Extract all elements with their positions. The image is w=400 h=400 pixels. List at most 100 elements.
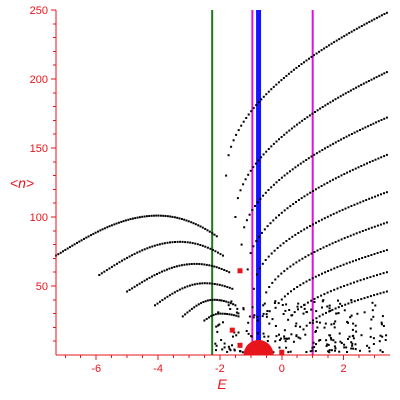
data-point xyxy=(299,284,302,287)
data-point xyxy=(292,263,295,266)
data-point xyxy=(255,240,258,243)
data-point xyxy=(365,22,368,25)
data-point xyxy=(380,119,383,121)
data-point xyxy=(228,286,231,289)
data-point xyxy=(362,200,365,203)
data-point xyxy=(300,305,303,308)
data-point xyxy=(359,129,361,131)
data-point xyxy=(190,307,193,310)
data-point xyxy=(295,66,298,69)
data-point xyxy=(118,261,121,264)
data-point xyxy=(327,350,330,353)
data-point xyxy=(280,79,283,82)
data-point xyxy=(373,253,376,255)
data-point xyxy=(340,238,343,241)
data-point xyxy=(277,275,280,278)
data-point xyxy=(374,304,377,307)
data-point xyxy=(326,215,329,218)
data-point xyxy=(116,262,118,265)
data-point xyxy=(315,343,317,346)
data-point xyxy=(222,321,224,324)
data-point xyxy=(278,346,281,349)
data-point xyxy=(372,343,375,345)
x-tick-label: -6 xyxy=(91,363,101,375)
data-point xyxy=(203,319,206,322)
y-tick-label: 50 xyxy=(36,281,48,293)
data-point xyxy=(258,235,261,238)
data-point xyxy=(256,315,259,318)
data-point xyxy=(378,74,381,77)
data-point xyxy=(221,284,224,287)
data-point xyxy=(297,336,300,339)
data-point xyxy=(361,257,364,259)
data-point xyxy=(293,125,296,128)
data-point xyxy=(143,248,146,251)
data-point xyxy=(166,268,168,271)
data-point xyxy=(378,15,381,18)
data-point xyxy=(293,288,296,291)
data-point xyxy=(265,291,268,294)
data-point xyxy=(383,192,385,195)
data-point xyxy=(283,329,286,332)
data-point xyxy=(235,334,238,337)
data-point xyxy=(228,271,231,274)
data-point xyxy=(97,230,99,233)
data-point xyxy=(80,239,83,242)
data-point xyxy=(304,255,307,258)
data-point xyxy=(382,272,385,275)
data-point xyxy=(321,313,324,316)
data-point xyxy=(223,269,226,271)
data-point xyxy=(299,337,302,340)
data-point xyxy=(313,153,316,156)
data-point xyxy=(220,299,223,302)
data-point xyxy=(287,337,290,340)
data-point xyxy=(360,25,363,27)
data-point xyxy=(320,49,323,52)
data-point xyxy=(364,228,367,231)
data-point xyxy=(365,81,368,84)
data-point xyxy=(234,216,237,218)
data-point xyxy=(315,317,318,320)
data-point xyxy=(136,284,139,287)
data-point xyxy=(254,162,257,165)
data-point xyxy=(223,342,226,345)
data-point xyxy=(383,72,386,75)
data-point xyxy=(163,297,166,300)
data-point xyxy=(247,113,250,116)
data-point xyxy=(272,219,275,222)
data-point xyxy=(349,234,352,237)
data-point xyxy=(248,213,251,216)
data-point xyxy=(289,265,292,268)
data-point xyxy=(267,189,270,191)
data-point xyxy=(298,65,300,67)
data-point xyxy=(349,316,352,319)
data-point xyxy=(328,44,331,47)
data-point xyxy=(329,144,332,147)
data-point xyxy=(176,289,179,292)
data-point xyxy=(352,337,355,340)
data-point xyxy=(173,266,176,268)
data-point xyxy=(352,347,355,350)
highlight-points xyxy=(229,268,285,355)
data-point xyxy=(122,220,125,223)
data-point xyxy=(228,347,231,350)
data-point xyxy=(210,315,213,318)
data-point xyxy=(288,309,291,311)
data-point xyxy=(363,311,366,314)
data-point xyxy=(189,241,192,244)
data-point xyxy=(378,340,381,343)
data-point xyxy=(322,299,325,302)
data-point xyxy=(275,335,278,338)
data-point xyxy=(268,286,271,288)
data-point xyxy=(383,117,386,120)
data-point xyxy=(213,283,216,285)
data-point xyxy=(295,261,298,264)
data-point xyxy=(154,304,156,307)
data-point xyxy=(260,156,263,159)
data-point xyxy=(181,240,184,243)
data-point xyxy=(59,251,62,254)
data-point xyxy=(347,206,350,209)
data-point xyxy=(229,308,232,310)
data-point xyxy=(303,228,306,231)
data-point xyxy=(301,257,304,260)
